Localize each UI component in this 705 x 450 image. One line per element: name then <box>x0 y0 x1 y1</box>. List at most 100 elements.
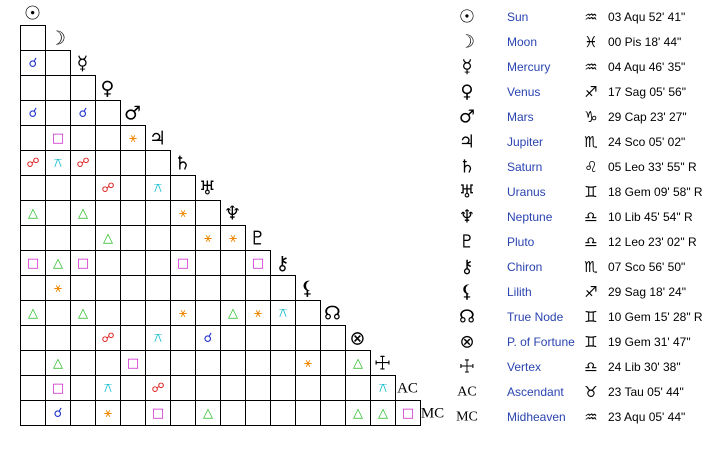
aspect-cell <box>170 400 196 426</box>
position: 29 Cap 23' 27" <box>608 110 687 124</box>
sign-glyph: ♌ <box>584 158 597 176</box>
aspect-symbol: □ <box>52 131 64 146</box>
aspect-cell <box>70 75 96 101</box>
aspect-cell <box>70 275 96 301</box>
planet-name: Vertex <box>507 360 541 374</box>
aspect-cell <box>270 275 296 301</box>
position: 24 Sco 05' 02" <box>608 135 685 149</box>
aspect-cell <box>170 325 196 351</box>
position: 03 Aqu 52' 41" <box>608 10 685 24</box>
aspect-cell <box>170 275 196 301</box>
sign-glyph: ♒ <box>584 58 597 76</box>
diagonal-glyph: ☊ <box>324 303 341 325</box>
list-glyph: ⚷ <box>460 257 473 278</box>
aspect-symbol: ☍ <box>101 181 114 196</box>
planet-name: True Node <box>507 310 564 324</box>
aspect-symbol: ☌ <box>29 56 38 71</box>
aspect-symbol: ☌ <box>204 331 213 346</box>
aspect-symbol: □ <box>52 381 64 396</box>
aspect-cell <box>70 125 96 151</box>
aspect-cell <box>45 100 71 126</box>
position: 10 Lib 45' 54" R <box>608 210 693 224</box>
aspect-cell <box>145 300 171 326</box>
planet-name: P. of Fortune <box>507 335 575 349</box>
aspect-symbol: ⚻ <box>154 181 163 196</box>
aspect-cell <box>95 275 121 301</box>
position: 19 Gem 31' 47" <box>608 335 691 349</box>
aspect-symbol: ⚹ <box>179 306 187 321</box>
list-glyph: ♀ <box>460 82 473 103</box>
planet-name: Ascendant <box>507 385 564 399</box>
aspect-cell <box>270 400 296 426</box>
position: 18 Gem 09' 58" R <box>608 185 703 199</box>
aspect-cell <box>320 375 346 401</box>
aspect-cell <box>120 225 146 251</box>
list-glyph: AC <box>457 385 476 400</box>
aspect-cell <box>20 25 46 51</box>
aspect-cell <box>295 375 321 401</box>
aspect-symbol: ⚻ <box>154 331 163 346</box>
planet-name: Chiron <box>507 260 542 274</box>
planet-name: Mercury <box>507 60 550 74</box>
planet-name: Moon <box>507 35 537 49</box>
aspect-cell <box>170 225 196 251</box>
aspect-symbol: ⚹ <box>304 356 312 371</box>
diagonal-glyph: ♂ <box>124 103 141 125</box>
sign-glyph: ♒ <box>584 8 597 26</box>
aspect-cell <box>245 325 271 351</box>
aspect-cell <box>170 175 196 201</box>
aspect-symbol: ⚻ <box>379 381 388 396</box>
sign-glyph: ♊ <box>584 308 597 326</box>
position: 07 Sco 56' 50" <box>608 260 685 274</box>
aspect-cell <box>70 350 96 376</box>
aspect-cell <box>95 350 121 376</box>
aspect-cell <box>145 225 171 251</box>
position: 23 Aqu 05' 44" <box>608 410 685 424</box>
aspect-cell <box>220 275 246 301</box>
diagonal-glyph: ⚸ <box>301 278 315 300</box>
planet-name: Lilith <box>507 285 532 299</box>
planet-name: Saturn <box>507 160 542 174</box>
list-glyph: ♇ <box>459 232 475 253</box>
aspect-symbol: □ <box>77 256 89 271</box>
aspect-cell <box>95 100 121 126</box>
aspect-cell <box>220 325 246 351</box>
aspect-cell <box>70 175 96 201</box>
aspect-cell <box>45 300 71 326</box>
aspect-symbol: △ <box>28 306 38 321</box>
list-glyph: ☿ <box>461 57 472 78</box>
diagonal-glyph: ⚷ <box>276 253 290 275</box>
aspect-cell <box>220 250 246 276</box>
list-glyph: ⊗ <box>459 332 474 353</box>
diagonal-glyph: ♆ <box>224 203 241 225</box>
aspect-cell <box>120 325 146 351</box>
list-glyph: ♃ <box>459 132 475 153</box>
aspect-cell <box>295 325 321 351</box>
list-glyph: ⚸ <box>460 282 473 303</box>
aspect-cell <box>95 125 121 151</box>
aspect-cell <box>20 400 46 426</box>
aspect-symbol: ⚻ <box>104 381 113 396</box>
aspect-cell <box>270 350 296 376</box>
aspect-symbol: △ <box>353 406 363 421</box>
aspect-symbol: □ <box>27 256 39 271</box>
aspect-symbol: △ <box>78 206 88 221</box>
planet-name: Mars <box>507 110 534 124</box>
aspect-cell <box>395 400 421 426</box>
diagonal-glyph: ♇ <box>249 228 266 250</box>
aspect-cell <box>145 350 171 376</box>
aspect-cell <box>20 350 46 376</box>
aspect-cell <box>320 325 346 351</box>
aspect-cell <box>45 50 71 76</box>
aspect-cell <box>145 250 171 276</box>
aspect-cell <box>45 75 71 101</box>
aspect-cell <box>45 325 71 351</box>
diagonal-glyph: ☿ <box>77 53 89 75</box>
aspect-symbol: □ <box>127 356 139 371</box>
planet-name: Sun <box>507 10 528 24</box>
position: 04 Aqu 46' 35" <box>608 60 685 74</box>
aspect-symbol: △ <box>378 406 388 421</box>
position: 17 Sag 05' 56" <box>608 85 686 99</box>
aspect-symbol: △ <box>228 306 238 321</box>
sign-glyph: ♒ <box>584 408 597 426</box>
